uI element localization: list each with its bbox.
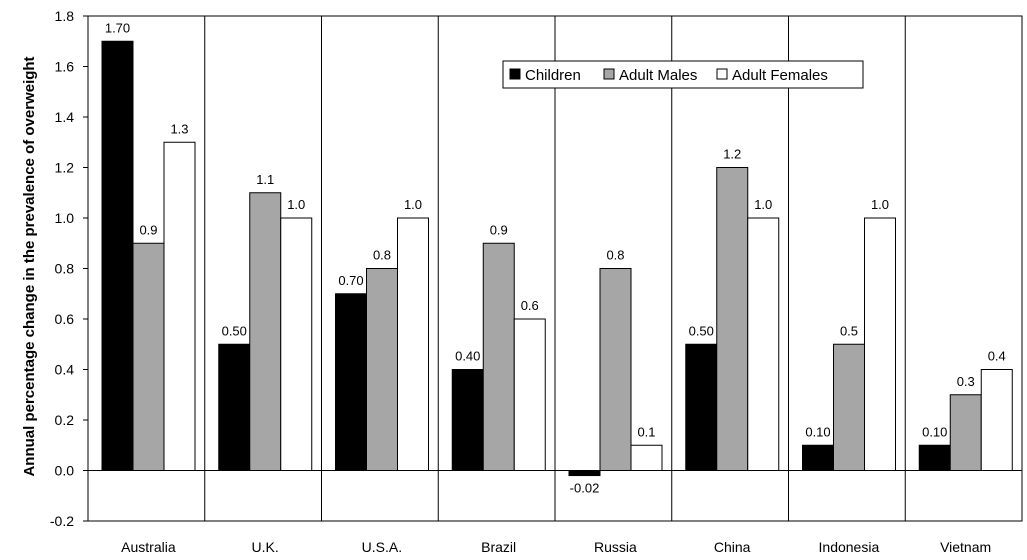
data-label: 0.1 bbox=[637, 424, 655, 439]
data-label: 0.70 bbox=[338, 273, 363, 288]
bar bbox=[132, 242, 165, 471]
bar bbox=[685, 343, 718, 471]
bar bbox=[630, 444, 663, 471]
data-label: 1.2 bbox=[723, 147, 741, 162]
data-label: 0.4 bbox=[988, 349, 1006, 364]
legend-label: Children bbox=[525, 67, 581, 84]
bar bbox=[716, 167, 749, 471]
bar bbox=[451, 369, 484, 471]
bar bbox=[335, 293, 367, 471]
bar bbox=[918, 444, 951, 471]
category-separators bbox=[204, 16, 906, 521]
bar bbox=[833, 343, 865, 471]
y-tick-label: 1.6 bbox=[55, 59, 75, 75]
data-label: 0.9 bbox=[139, 222, 157, 237]
legend: Children Adult Males Adult Females bbox=[502, 60, 864, 89]
bar bbox=[568, 470, 601, 477]
y-tick-label: 0.2 bbox=[55, 412, 75, 428]
x-tick-label: Brazil bbox=[481, 539, 516, 555]
y-tick-label: 1.2 bbox=[55, 160, 75, 176]
bar bbox=[949, 394, 982, 471]
bar bbox=[218, 343, 251, 471]
bar bbox=[747, 217, 780, 471]
bar bbox=[397, 217, 429, 471]
y-tick-label: 1.0 bbox=[55, 210, 75, 226]
x-tick-label: U.S.A. bbox=[362, 539, 402, 555]
y-tick-label: 0.8 bbox=[55, 261, 75, 277]
data-label: 1.3 bbox=[170, 121, 188, 136]
legend-label: Adult Females bbox=[732, 67, 828, 84]
data-labels: 1.70 0.50 0.70 0.40 -0.02 0.50 0.10 0.10 0.9 1.1 0… bbox=[105, 20, 1006, 495]
legend-swatch bbox=[509, 68, 521, 80]
data-label: 0.6 bbox=[521, 298, 539, 313]
data-label: -0.02 bbox=[570, 481, 600, 496]
bar bbox=[280, 217, 313, 471]
x-tick-label: Russia bbox=[594, 539, 637, 555]
y-tick-label: 1.4 bbox=[55, 109, 75, 125]
data-label: 0.8 bbox=[606, 248, 624, 263]
data-label: 0.40 bbox=[455, 349, 480, 364]
axes: 1.8 1.6 1.4 1.2 1.0 0.8 0.6 0.4 0.2 0.0 -0.2 Austra… bbox=[50, 8, 1023, 555]
data-label: 0.9 bbox=[490, 222, 508, 237]
data-label: 0.3 bbox=[957, 374, 975, 389]
legend-swatch bbox=[603, 68, 615, 80]
y-tick-label: 0.0 bbox=[55, 463, 75, 479]
data-label: 0.10 bbox=[805, 424, 830, 439]
data-label: 0.10 bbox=[922, 424, 947, 439]
legend-box bbox=[502, 60, 864, 89]
bar bbox=[802, 444, 834, 471]
bar bbox=[864, 217, 896, 471]
data-label: 1.1 bbox=[256, 172, 274, 187]
y-tick-label: -0.2 bbox=[50, 513, 74, 529]
y-tick-label: 1.8 bbox=[55, 8, 75, 24]
data-label: 1.70 bbox=[105, 20, 130, 35]
bar bbox=[366, 268, 398, 471]
data-label: 1.0 bbox=[754, 197, 772, 212]
bar bbox=[163, 141, 196, 471]
data-label: 1.0 bbox=[404, 197, 422, 212]
data-label: 1.0 bbox=[287, 197, 305, 212]
x-tick-label: China bbox=[714, 539, 751, 555]
data-label: 0.5 bbox=[840, 323, 858, 338]
legend-label: Adult Males bbox=[619, 67, 697, 84]
data-label: 0.50 bbox=[689, 323, 714, 338]
data-label: 0.8 bbox=[373, 248, 391, 263]
data-label: 1.0 bbox=[871, 197, 889, 212]
bars bbox=[101, 40, 1013, 477]
legend-swatch bbox=[716, 68, 728, 80]
x-tick-label: Indonesia bbox=[819, 539, 880, 555]
data-label: 0.50 bbox=[222, 323, 247, 338]
y-tick-label: 0.6 bbox=[55, 311, 75, 327]
y-tick-label: 0.4 bbox=[55, 362, 75, 378]
bar bbox=[599, 268, 632, 471]
x-tick-label: Australia bbox=[121, 539, 176, 555]
bar bbox=[482, 242, 515, 471]
bar bbox=[513, 318, 546, 471]
bar bbox=[101, 40, 134, 471]
x-tick-label: U.K. bbox=[252, 539, 279, 555]
x-tick-label: Vietnam bbox=[940, 539, 991, 555]
bar bbox=[249, 192, 282, 471]
y-axis-label: Annual percentage change in the prevalen… bbox=[21, 56, 38, 476]
bar bbox=[980, 369, 1013, 471]
